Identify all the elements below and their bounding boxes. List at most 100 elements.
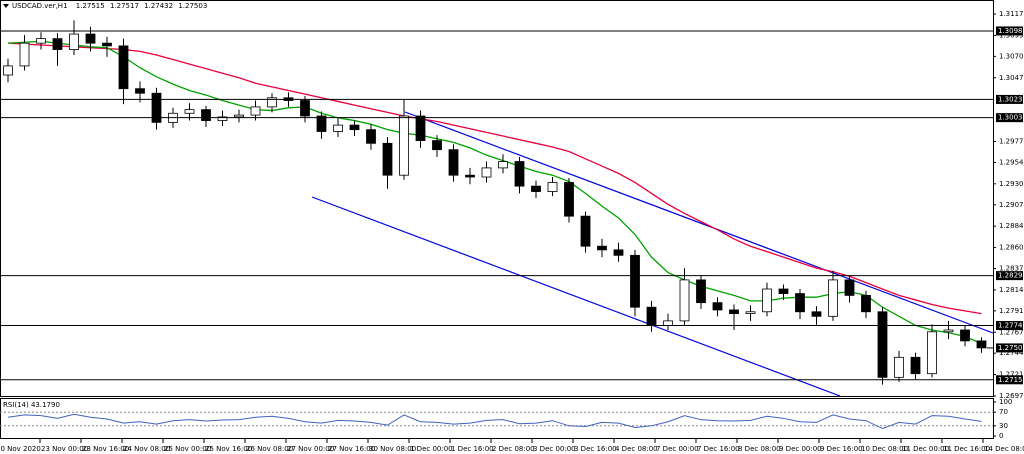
candle-body (910, 356, 921, 375)
x-tick-label: 9 Dec 16:00 (820, 445, 863, 453)
header-value: 1.27515 (76, 2, 105, 10)
candle-body (762, 288, 772, 313)
trendline (311, 196, 841, 397)
candle-body (399, 115, 409, 176)
candle-body (745, 311, 756, 314)
candle-body (861, 294, 871, 313)
candle-body (52, 38, 63, 50)
menu-arrow[interactable] (3, 4, 9, 8)
candle-body (267, 97, 277, 108)
candle-body (613, 249, 624, 256)
candle-body (465, 174, 475, 178)
candle-body (217, 116, 228, 121)
y-tick-label: 1.27910 (999, 307, 1024, 315)
level-label-box (996, 94, 1023, 104)
candle-body (201, 109, 211, 121)
x-tick-label: 1 Dec 16:00 (451, 445, 494, 453)
level-label-box (996, 271, 1023, 281)
level-label-box (996, 113, 1023, 123)
x-tick-label: 30 Nov 08:00 (369, 445, 416, 453)
level-label: 1.27153 (998, 376, 1024, 384)
moving-average (7, 42, 982, 315)
candle-body (349, 124, 360, 131)
candle-body (316, 115, 327, 132)
rsi-tick-label: 100 (999, 398, 1012, 406)
y-tick-label: 1.29770 (999, 138, 1024, 146)
last-price-label: 1.27503 (998, 344, 1024, 352)
y-tick-label: 1.27445 (999, 349, 1024, 357)
x-tick-label: 4 Dec 08:00 (615, 445, 658, 453)
candle-body (943, 329, 954, 333)
y-tick-label: 1.28375 (999, 265, 1024, 273)
level-label-box (996, 26, 1023, 36)
x-tick-label: 23 Nov 00:00 (41, 445, 88, 453)
x-tick-label: 25 Nov 00:00 (164, 445, 211, 453)
rsi-title: RSI(14) 43.1790 (3, 401, 60, 409)
x-tick-label: 9 Dec 00:00 (779, 445, 822, 453)
y-tick-label: 1.28605 (999, 244, 1024, 252)
level-label: 1.30232 (998, 95, 1024, 103)
candle-body (712, 302, 723, 311)
candle-body (366, 129, 376, 144)
x-tick-label: 25 Nov 16:00 (205, 445, 252, 453)
y-tick-label: 1.30470 (999, 74, 1024, 82)
candle-body (184, 109, 195, 114)
last-price-box (996, 343, 1023, 353)
level-label: 1.28297 (998, 272, 1024, 280)
level-label: 1.27749 (998, 322, 1024, 330)
x-tick-label: 11 Dec 16:00 (943, 445, 990, 453)
y-tick-label: 1.27675 (999, 328, 1024, 336)
x-tick-label: 27 Nov 00:00 (287, 445, 334, 453)
candle-body (448, 149, 459, 176)
y-tick-label: 1.29305 (999, 180, 1024, 188)
candle-body (630, 254, 640, 308)
x-tick-label: 3 Dec 16:00 (574, 445, 617, 453)
x-tick-label: 10 Dec 08:00 (861, 445, 908, 453)
rsi-panel (0, 398, 994, 439)
candle-body (976, 340, 987, 349)
x-tick-label: 23 Nov 16:00 (82, 445, 129, 453)
candle-body (382, 142, 393, 176)
y-tick-label: 1.29540 (999, 158, 1024, 166)
candle-body (778, 288, 789, 294)
y-tick-label: 1.28140 (999, 286, 1024, 294)
x-tick-label: 20 Nov 2020 (0, 445, 41, 453)
candle-body (151, 92, 162, 123)
y-tick-label: 1.26975 (999, 392, 1024, 400)
candle-body (960, 329, 970, 342)
candle-body (498, 161, 508, 169)
header-value: 1.27432 (144, 2, 173, 10)
x-tick-label: 11 Dec 00:00 (902, 445, 949, 453)
x-tick-label: 26 Nov 08:00 (246, 445, 293, 453)
x-tick-label: 7 Dec 16:00 (697, 445, 740, 453)
level-label-box (996, 375, 1023, 385)
candle-body (250, 106, 261, 116)
x-tick-label: 27 Nov 16:00 (328, 445, 375, 453)
x-tick-label: 24 Nov 08:00 (123, 445, 170, 453)
candle-body (135, 88, 145, 94)
x-tick-label: 1 Dec 00:00 (410, 445, 453, 453)
x-tick-label: 2 Dec 08:00 (492, 445, 535, 453)
candle-body (432, 140, 442, 151)
symbol: USDCAD.ver,H1 (12, 2, 68, 10)
candle-body (531, 185, 541, 192)
candle-body (580, 215, 591, 247)
level-label: 1.30032 (998, 114, 1024, 122)
y-tick-label: 1.29075 (999, 201, 1024, 209)
y-tick-label: 1.28840 (999, 222, 1024, 230)
candle-body (234, 114, 244, 118)
candle-body (729, 309, 739, 314)
level-label-box (996, 321, 1023, 331)
candle-body (564, 182, 574, 217)
level-label: 1.30984 (998, 27, 1024, 35)
rsi-tick-label: 0 (999, 432, 1003, 440)
candle-body (69, 33, 79, 50)
candle-body (514, 161, 525, 187)
header-value: 1.27503 (178, 2, 207, 10)
candle-body (102, 42, 112, 47)
header: USDCAD.ver,H1 1.27515 1.27517 1.27432 1.… (12, 2, 207, 10)
candle-body (415, 115, 426, 141)
x-tick-label: 3 Dec 00:00 (533, 445, 576, 453)
